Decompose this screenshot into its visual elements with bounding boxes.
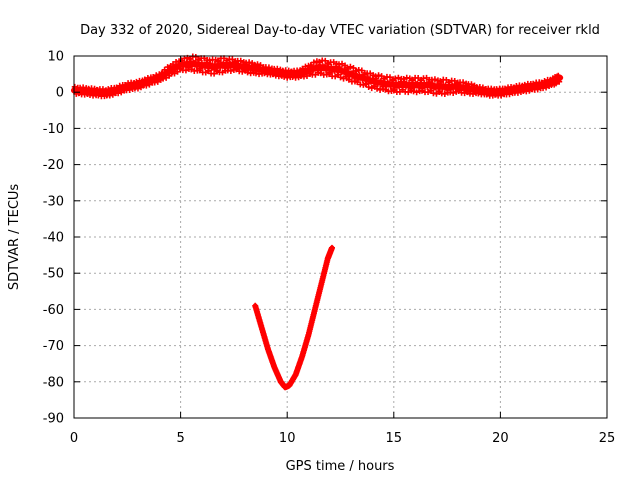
x-tick-label: 0 xyxy=(70,431,78,446)
data-point xyxy=(339,60,346,67)
data-point xyxy=(322,57,329,64)
y-tick-label: -60 xyxy=(43,303,64,318)
data-point xyxy=(395,74,402,81)
grid xyxy=(74,56,607,418)
y-tick-label: -10 xyxy=(43,122,64,137)
data-point xyxy=(246,59,253,66)
y-tick-label: -30 xyxy=(43,194,64,209)
data-point xyxy=(365,84,372,91)
y-tick-label: 10 xyxy=(47,50,64,65)
data-point xyxy=(413,89,420,96)
x-tick-label: 25 xyxy=(599,431,616,446)
data-point xyxy=(211,70,218,77)
data-point xyxy=(192,54,199,61)
data-point xyxy=(310,59,317,66)
data-point xyxy=(237,57,244,64)
x-axis-label: GPS time / hours xyxy=(286,459,395,474)
series-1 xyxy=(252,244,335,391)
data-point xyxy=(375,72,382,79)
y-tick-label: -90 xyxy=(43,412,64,427)
data-point xyxy=(423,74,430,81)
data-point xyxy=(347,63,354,70)
series-line xyxy=(71,60,564,96)
chart-title: Day 332 of 2020, Sidereal Day-to-day VTE… xyxy=(80,23,600,38)
data-point xyxy=(460,79,467,86)
data-point xyxy=(367,70,374,77)
y-tick-label: -50 xyxy=(43,267,64,282)
data-point xyxy=(219,69,226,76)
y-tick-label: -80 xyxy=(43,375,64,390)
y-tick-label: -70 xyxy=(43,339,64,354)
data-point xyxy=(386,74,393,81)
y-tick-label: -20 xyxy=(43,158,64,173)
x-tick-label: 10 xyxy=(279,431,296,446)
data-point xyxy=(431,76,438,83)
data-point xyxy=(358,67,365,74)
data-point xyxy=(312,71,319,78)
data-point xyxy=(441,90,448,97)
series-layer xyxy=(71,53,564,391)
series-0 xyxy=(71,53,564,100)
data-point xyxy=(350,64,357,71)
data-point xyxy=(405,89,412,96)
x-tick-label: 20 xyxy=(492,431,509,446)
series-line xyxy=(252,245,335,390)
x-tick-label: 15 xyxy=(386,431,403,446)
y-tick-label: 0 xyxy=(56,86,64,101)
y-ticks: 10 0 -10 -20 -30 -40 -50 -60 -70 -80 -90 xyxy=(43,50,607,427)
y-tick-label: -40 xyxy=(43,231,64,246)
data-point xyxy=(182,67,189,74)
data-point xyxy=(227,67,234,74)
x-tick-label: 5 xyxy=(176,431,184,446)
y-axis-label: SDTVAR / TECUs xyxy=(7,184,22,291)
x-ticks: 0 5 10 15 20 25 xyxy=(70,56,615,446)
data-point xyxy=(337,74,344,81)
data-point xyxy=(330,59,337,66)
data-point xyxy=(450,89,457,96)
